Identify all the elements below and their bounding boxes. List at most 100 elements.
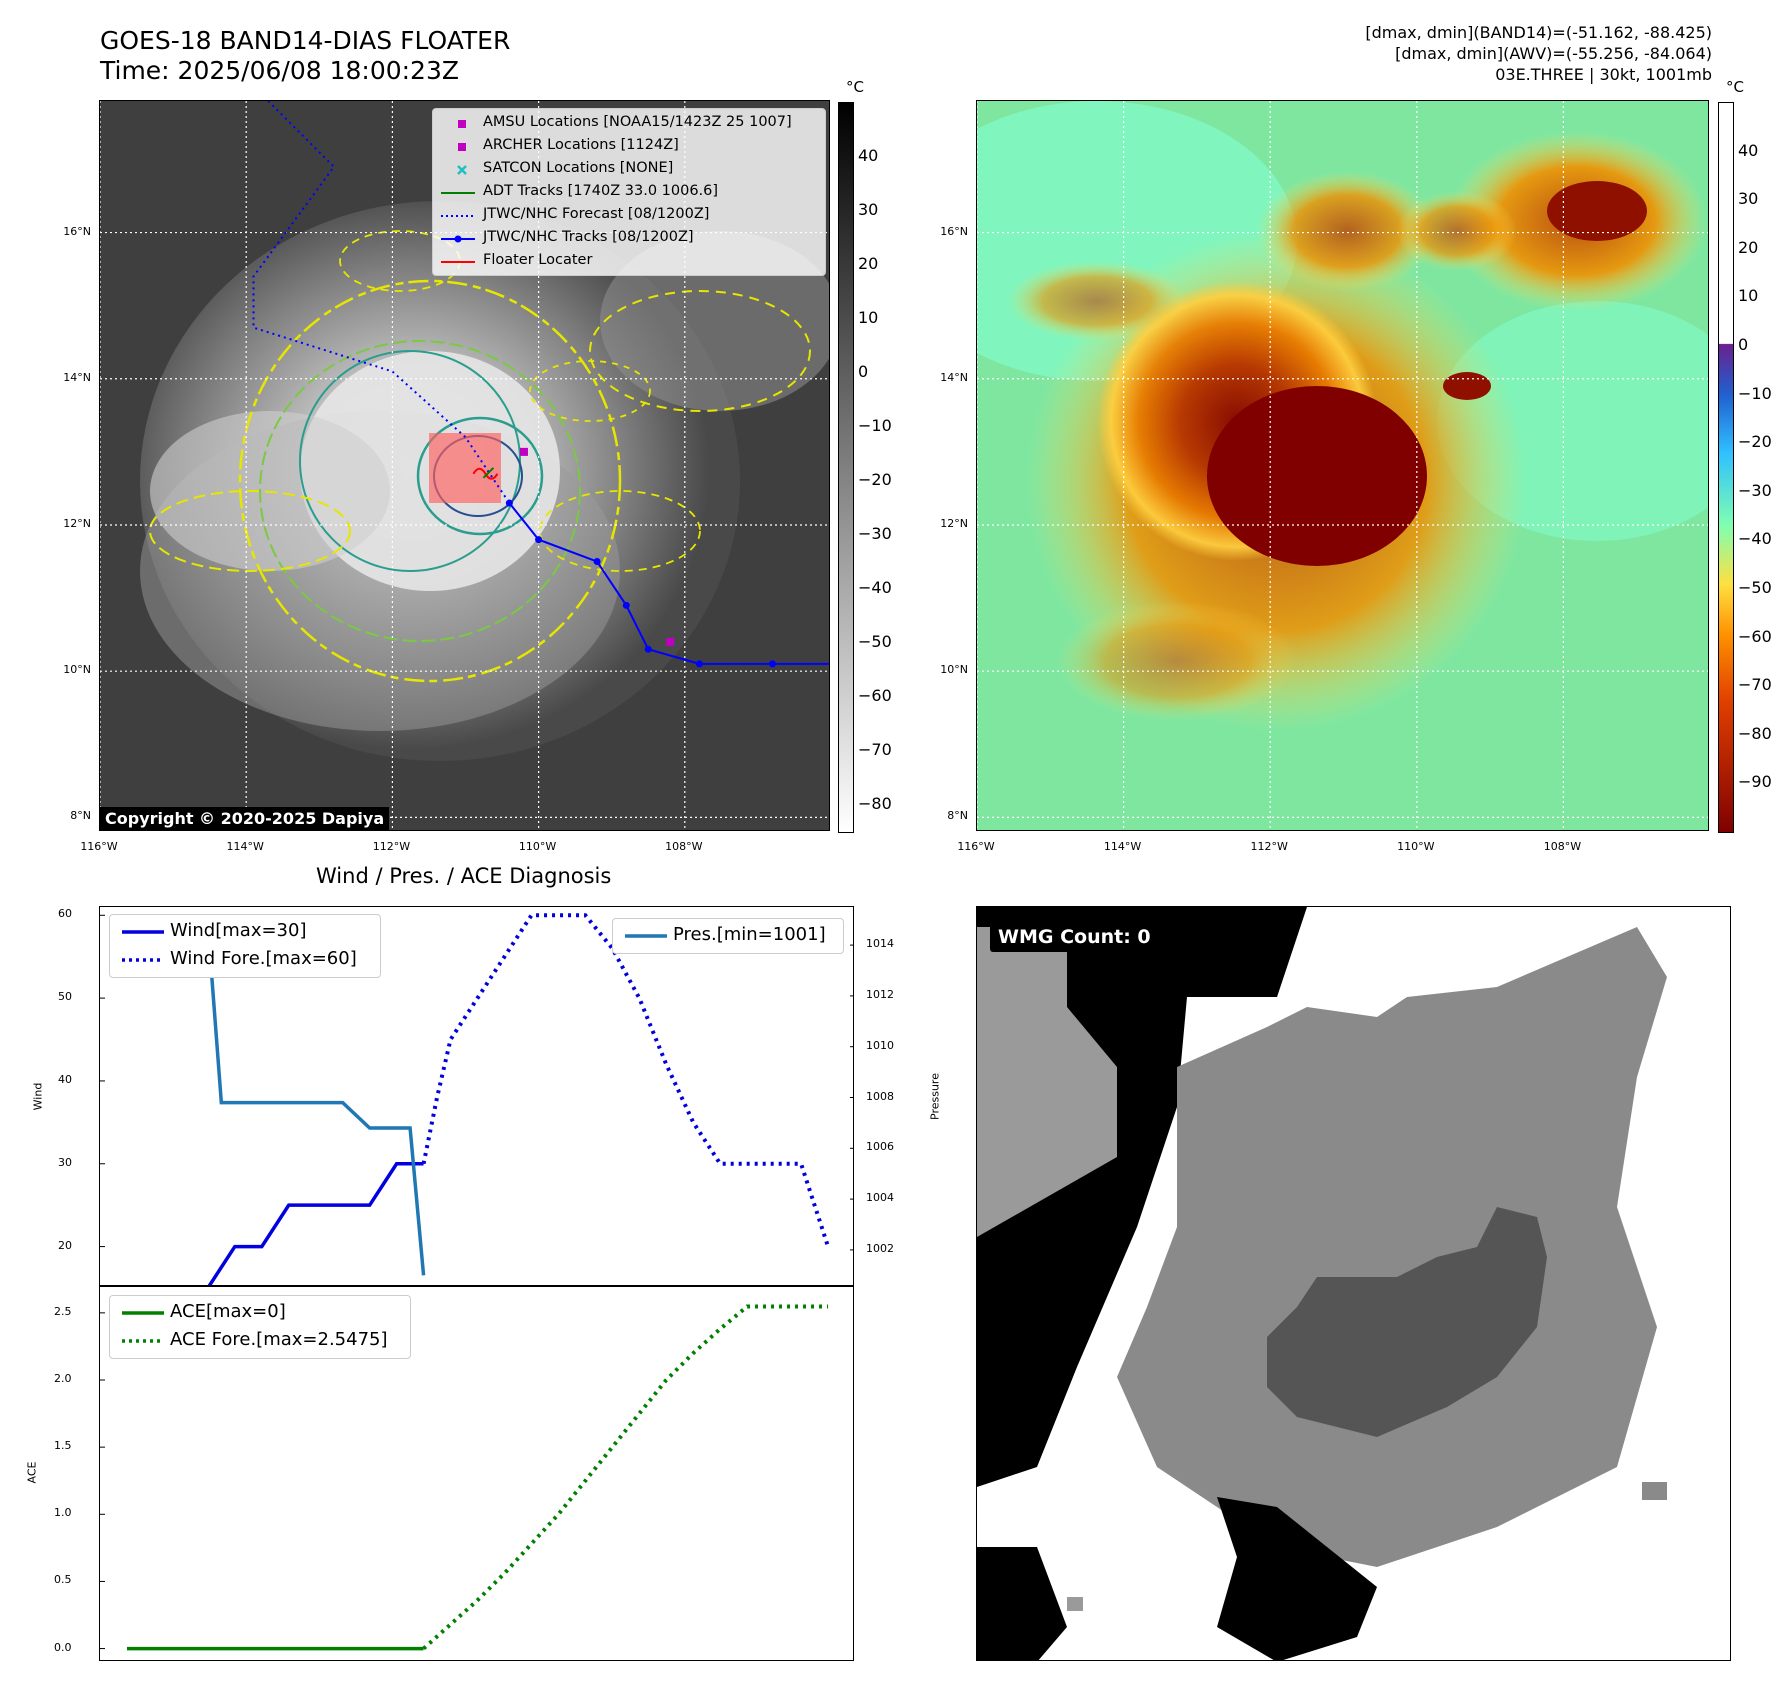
wind-series-line: [207, 1162, 424, 1286]
pressure-ytick: 1004: [866, 1191, 894, 1205]
legend-item-pressure: Pres.[min=1001]: [613, 923, 843, 949]
jet-colorbar-tick: −30: [1738, 480, 1772, 500]
awv-map-canvas: [977, 101, 1708, 830]
ace-axis-label: ACE: [25, 1461, 39, 1484]
stats-band14: [dmax, dmin](BAND14)=(-51.162, -88.425): [1365, 23, 1712, 42]
amsu-marker: [519, 447, 528, 456]
lon-label: 116°W: [80, 840, 118, 853]
track-point: [695, 660, 703, 668]
lon-label: 108°W: [665, 840, 703, 853]
track-point: [593, 558, 601, 566]
legend-x-icon: [457, 165, 467, 175]
track-point: [644, 645, 652, 653]
best-track-line: [508, 502, 829, 665]
lon-label: 110°W: [518, 840, 557, 853]
jet-colorbar-tick: −10: [1738, 383, 1772, 403]
lat-label: 12°N: [63, 516, 91, 530]
lat-label: 10°N: [63, 663, 91, 677]
legend-item-wind: Wind[max=30]: [110, 919, 380, 945]
legend-label-ace: ACE[max=0]: [170, 1301, 286, 1322]
jet-colorbar-tick: −20: [1738, 432, 1772, 452]
lon-label: 116°W: [957, 840, 995, 853]
legend-item-adt: ADT Tracks [1740Z 33.0 1006.6]: [433, 181, 825, 203]
wind-ytick: 50: [58, 990, 72, 1004]
legend-dot-icon: [454, 235, 462, 243]
gray-colorbar-tick: −70: [858, 740, 892, 759]
diagnosis-title: Wind / Pres. / ACE Diagnosis: [316, 864, 612, 888]
legend-square-icon: [458, 120, 466, 128]
lat-label: 12°N: [940, 516, 968, 530]
legend-item-ace: ACE[max=0]: [110, 1300, 410, 1326]
pressure-ytick: 1008: [866, 1089, 894, 1103]
jet-colorbar-tick: 30: [1738, 189, 1759, 209]
copyright-label: Copyright © 2020-2025 Dapiya: [100, 807, 390, 830]
floater-locater-line: [472, 467, 499, 480]
jet-colorbar-tick: 20: [1738, 237, 1759, 257]
ace-ytick: 0.5: [54, 1573, 72, 1587]
legend-label-pressure: Pres.[min=1001]: [673, 924, 826, 945]
jet-colorbar-tick: −80: [1738, 723, 1772, 743]
lat-label: 8°N: [947, 809, 968, 823]
map-legend: AMSU Locations [NOAA15/1423Z 25 1007] AR…: [432, 108, 826, 276]
track-point: [622, 601, 630, 609]
gray-colorbar-tick: 30: [858, 200, 879, 219]
pressure-ytick: 1002: [866, 1241, 894, 1255]
pressure-axis-label: Pressure: [928, 1073, 942, 1120]
lon-label: 112°W: [372, 840, 411, 853]
lon-label: 108°W: [1543, 840, 1582, 853]
storm-info: 03E.THREE | 30kt, 1001mb: [1495, 65, 1712, 84]
ace-ytick: 1.0: [54, 1506, 72, 1520]
legend-item-archer: ARCHER Locations [1124Z]: [433, 135, 825, 157]
adt-track-line: [482, 467, 495, 479]
wind-forecast-series-line: [421, 913, 830, 1248]
jet-colorbar-tick: −50: [1738, 578, 1772, 597]
track-point: [769, 660, 777, 668]
lat-label: 16°N: [940, 224, 968, 238]
pressure-ytick: 1006: [866, 1140, 894, 1154]
pressure-ytick: 1012: [866, 987, 894, 1001]
legend-label-archer: ARCHER Locations [1124Z]: [483, 137, 679, 153]
ace-panel[interactable]: [99, 1285, 854, 1661]
gray-colorbar-tick: −40: [858, 578, 892, 597]
wind-ytick: 40: [58, 1072, 72, 1086]
legend-item-wind-forecast: Wind Fore.[max=60]: [110, 947, 380, 973]
gray-colorbar-tick: −20: [858, 470, 892, 489]
jet-colorbar-tick: −40: [1738, 529, 1772, 549]
ir-map-canvas: [100, 101, 829, 830]
wind-legend: Wind[max=30] Wind Fore.[max=60]: [109, 914, 381, 978]
pressure-ytick: 1010: [866, 1038, 894, 1052]
lat-label: 16°N: [63, 224, 91, 238]
wmg-panel[interactable]: [976, 906, 1731, 1661]
lon-label: 112°W: [1250, 840, 1288, 853]
jet-colorbar-tick: −90: [1738, 772, 1772, 792]
lon-label: 114°W: [226, 840, 264, 853]
track-point: [505, 499, 513, 507]
awv-map-panel[interactable]: [976, 100, 1709, 831]
lat-label: 14°N: [940, 370, 968, 384]
legend-label-forecast: JTWC/NHC Forecast [08/1200Z]: [483, 206, 710, 222]
wind-ytick: 20: [58, 1238, 72, 1252]
jet-colorbar-unit: °C: [1726, 78, 1744, 96]
gray-colorbar-tick: −10: [858, 416, 892, 435]
gray-colorbar-tick: −80: [858, 794, 892, 813]
legend-item-floater: Floater Locater: [433, 250, 825, 272]
lon-label: 110°W: [1397, 840, 1435, 853]
ir-map-panel[interactable]: [99, 100, 830, 831]
ace-ytick: 1.5: [54, 1439, 72, 1453]
legend-label-tracks: JTWC/NHC Tracks [08/1200Z]: [483, 229, 694, 245]
wind-ytick: 60: [58, 907, 72, 921]
legend-label-wind: Wind[max=30]: [170, 920, 307, 941]
figure-time: Time: 2025/06/08 18:00:23Z: [100, 56, 459, 85]
wind-axis-label: Wind: [31, 1082, 45, 1111]
jet-colorbar-tick: −60: [1738, 626, 1772, 646]
amsu-marker: [666, 637, 675, 646]
gray-colorbar-tick: 40: [858, 146, 879, 165]
legend-square-icon: [458, 143, 466, 151]
stats-info: [dmax, dmin](BAND14)=(-51.162, -88.425) …: [1365, 22, 1712, 85]
track-point: [535, 536, 543, 544]
jet-colorbar-tick: 0: [1738, 335, 1749, 354]
legend-label-floater: Floater Locater: [483, 252, 593, 268]
legend-label-satcon: SATCON Locations [NONE]: [483, 160, 674, 176]
jet-colorbar-tick: 40: [1738, 140, 1759, 160]
ace-ytick: 2.0: [54, 1372, 72, 1385]
